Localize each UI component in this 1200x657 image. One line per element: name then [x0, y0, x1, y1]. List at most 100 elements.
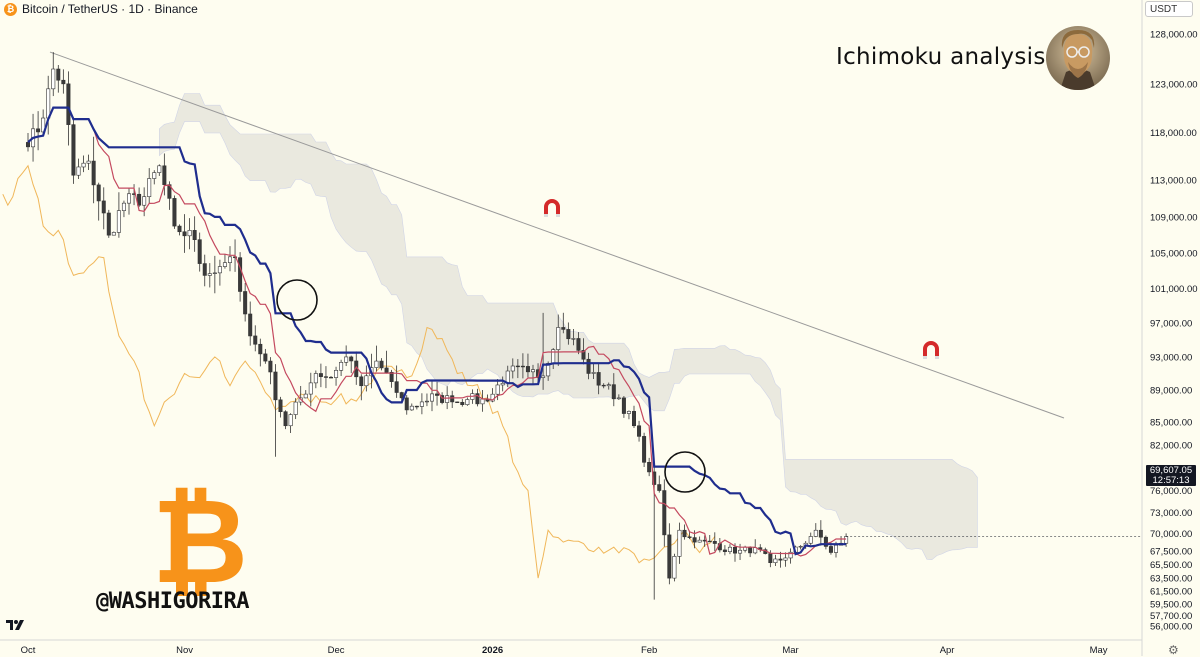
candle	[56, 65, 61, 93]
candle-body	[182, 231, 187, 237]
candle	[677, 522, 682, 564]
candle-body	[253, 335, 258, 345]
candle	[475, 388, 480, 407]
candle	[429, 381, 434, 412]
candle-body	[621, 397, 626, 414]
y-tick-label: 67,500.00	[1150, 547, 1192, 558]
candle	[435, 381, 440, 406]
candle	[571, 328, 576, 346]
candle-body	[672, 556, 677, 579]
candle	[606, 382, 611, 390]
x-tick-label: Dec	[328, 645, 345, 656]
candle-body	[445, 395, 450, 403]
candle-body	[450, 395, 455, 403]
candle-body	[111, 232, 116, 236]
candle-body	[127, 193, 132, 204]
candle	[637, 420, 642, 442]
y-tick-label: 128,000.00	[1150, 30, 1198, 41]
magnet-tip	[935, 356, 939, 359]
candle-body	[66, 83, 71, 125]
candle-body	[364, 375, 369, 387]
candle	[626, 410, 631, 420]
candle-body	[435, 393, 440, 396]
y-tick-label: 97,000.00	[1150, 319, 1192, 330]
candle-body	[147, 178, 152, 197]
candle	[788, 548, 793, 564]
candle	[111, 231, 116, 236]
gear-icon[interactable]: ⚙	[1168, 643, 1179, 657]
candle	[682, 524, 687, 540]
candle	[71, 117, 76, 184]
candle-body	[157, 165, 162, 173]
candle	[187, 218, 192, 250]
candle-body	[601, 384, 606, 387]
candle-body	[222, 262, 227, 267]
candle	[177, 224, 182, 236]
candle-body	[308, 382, 313, 395]
symbol-header[interactable]: ₿ Bitcoin / TetherUS · 1D · Binance	[4, 2, 198, 16]
candle	[450, 390, 455, 409]
candle-body	[76, 166, 81, 176]
candle-body	[581, 350, 586, 360]
last-price: 69,607.05	[1149, 465, 1193, 476]
y-tick-label: 89,000.00	[1150, 385, 1192, 396]
candle	[642, 432, 647, 468]
magnet-body	[923, 341, 939, 356]
candle	[591, 362, 596, 379]
candle	[303, 390, 308, 399]
x-tick-label: Oct	[21, 645, 36, 656]
candle	[243, 283, 248, 322]
candle-body	[116, 210, 121, 233]
author-avatar	[1046, 26, 1110, 90]
candle-body	[86, 160, 91, 164]
candle	[212, 255, 217, 294]
candle-body	[480, 398, 485, 405]
candle-body	[783, 557, 788, 561]
candle	[328, 375, 333, 379]
candle-body	[106, 212, 111, 236]
chikou-span-line	[2, 164, 716, 579]
candle	[106, 209, 111, 238]
candle	[339, 359, 344, 377]
candle-body	[682, 529, 687, 538]
candle-body	[606, 384, 611, 387]
y-tick-label: 109,000.00	[1150, 212, 1198, 223]
chikou-path	[2, 164, 716, 579]
candle-body	[217, 266, 222, 274]
tradingview-logo-icon[interactable]	[6, 618, 28, 637]
candle	[76, 158, 81, 180]
candle	[631, 405, 636, 429]
candle-body	[813, 529, 818, 537]
candle-body	[71, 124, 76, 176]
candle-body	[546, 363, 551, 377]
candle	[36, 111, 41, 151]
candle	[748, 546, 753, 558]
y-tick-label: 61,500.00	[1150, 587, 1192, 598]
candle-body	[732, 546, 737, 554]
candle	[207, 263, 212, 288]
candle-body	[323, 376, 328, 378]
cloud-area	[159, 93, 978, 561]
y-tick-label: 76,000.00	[1150, 486, 1192, 497]
candle	[25, 132, 30, 152]
candle-body	[510, 365, 515, 372]
annotations: ₿	[152, 199, 939, 610]
candle-body	[248, 313, 253, 337]
candle	[121, 200, 126, 218]
currency-button[interactable]: USDT	[1145, 1, 1193, 17]
candle-body	[228, 256, 233, 263]
candle-body	[379, 360, 384, 369]
candle-body	[525, 366, 530, 373]
candle-body	[399, 392, 404, 399]
candle-body	[414, 405, 419, 408]
candle	[394, 365, 399, 398]
candle	[647, 457, 652, 477]
candle-body	[798, 545, 803, 548]
descending-trendline	[49, 51, 1065, 419]
candle-body	[788, 551, 793, 559]
candle-body	[657, 484, 662, 491]
candle-body	[844, 536, 849, 544]
candle-body	[722, 549, 727, 552]
candle	[263, 348, 268, 364]
